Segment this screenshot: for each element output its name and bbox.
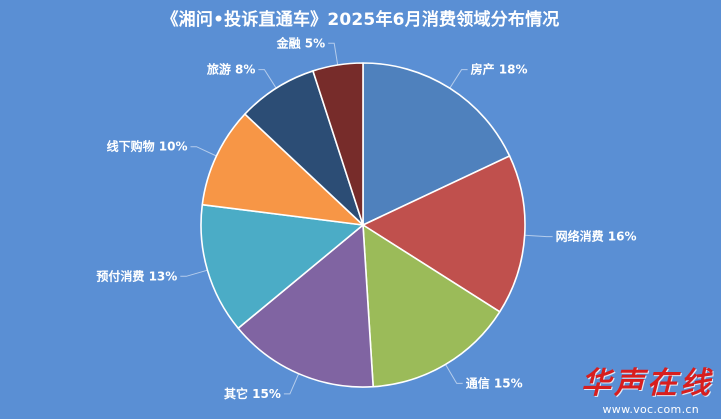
pie-slice-8 <box>312 62 364 226</box>
pie-slices <box>200 62 526 388</box>
pie-slice-1 <box>362 62 511 226</box>
data-label-6: 线下购物 10% <box>107 139 188 154</box>
pie-slice-5 <box>200 203 364 330</box>
leader-line-7 <box>258 69 277 89</box>
data-label-1: 房产 18% <box>471 62 528 77</box>
watermark-url: www.voc.com.cn <box>602 403 699 416</box>
leader-line-2 <box>524 234 553 238</box>
data-label-7: 旅游 8% <box>207 62 256 77</box>
watermark-logo: 华声在线 <box>581 366 713 401</box>
data-label-2: 网络消费 16% <box>556 229 637 244</box>
chart-title: 《湘问•投诉直通车》2025年6月消费领域分布情况 <box>161 10 560 30</box>
leader-line-3 <box>445 364 463 384</box>
leader-line-5 <box>180 269 208 277</box>
data-label-4: 其它 15% <box>224 386 281 401</box>
data-label-5: 预付消费 13% <box>96 268 177 283</box>
pie-slice-2 <box>362 155 526 313</box>
data-label-8: 金融 5% <box>276 35 326 50</box>
leader-line-1 <box>449 69 468 89</box>
leader-line-4 <box>283 373 300 395</box>
leader-line-8 <box>328 42 339 66</box>
data-label-3: 通信 15% <box>466 375 523 390</box>
pie-slice-3 <box>362 224 501 388</box>
pie-labels: 房产 18% 网络消费 16% 通信 15% 其它 15% 预付消费 13% 线下购物 1… <box>96 35 636 401</box>
pie-slice-6 <box>201 113 364 226</box>
pie-slice-4 <box>237 224 374 388</box>
leader-line-6 <box>190 146 217 157</box>
